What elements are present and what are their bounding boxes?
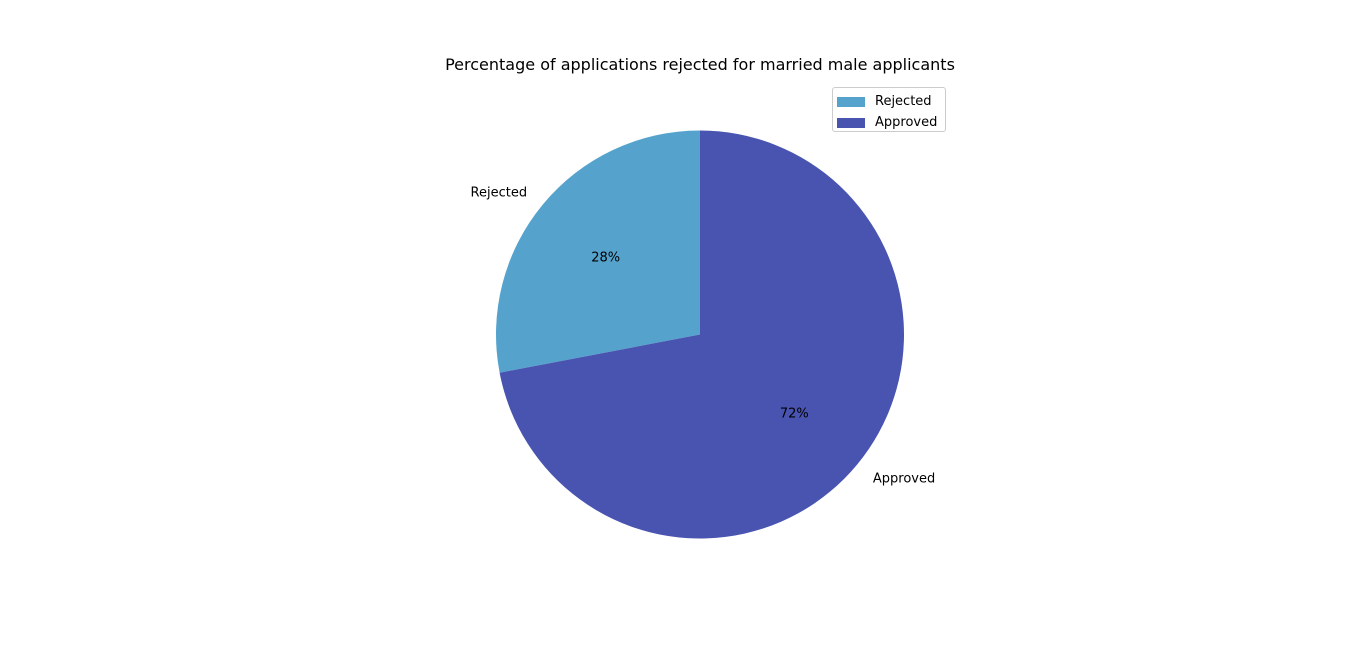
pie-slice-rejected — [495, 130, 700, 373]
legend-label-approved: Approved — [875, 115, 938, 130]
legend-swatch-rejected — [837, 96, 865, 107]
pct-label-approved: 72% — [780, 407, 809, 422]
legend-item-approved: Approved — [837, 112, 945, 133]
chart-title: Percentage of applications rejected for … — [445, 55, 955, 74]
slice-label-approved: Approved — [873, 472, 935, 487]
legend-item-rejected: Rejected — [837, 91, 945, 112]
legend-swatch-approved — [837, 117, 865, 128]
pie-slices — [495, 130, 904, 539]
pie-slice-approved — [499, 130, 904, 539]
slice-label-rejected: Rejected — [471, 185, 528, 200]
legend-label-rejected: Rejected — [875, 94, 932, 109]
pie-labels: 28% Rejected 72% Approved — [471, 185, 936, 486]
legend: Rejected Approved — [832, 87, 946, 132]
pct-label-rejected: 28% — [591, 250, 620, 265]
